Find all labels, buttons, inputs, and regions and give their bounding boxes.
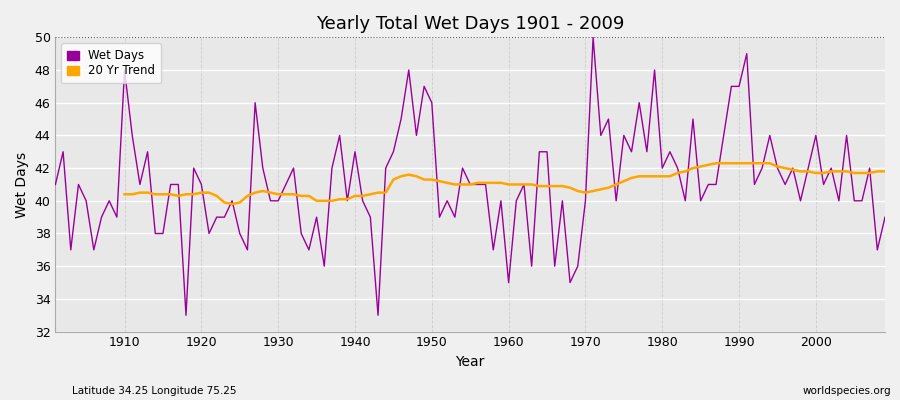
20 Yr Trend: [518, 182, 529, 187]
Wet Days: [181, 313, 192, 318]
Wet Days: [879, 215, 890, 220]
20 Yr Trend: [227, 202, 238, 206]
Wet Days: [50, 182, 61, 187]
Text: worldspecies.org: worldspecies.org: [803, 386, 891, 396]
20 Yr Trend: [711, 161, 722, 166]
Wet Days: [503, 280, 514, 285]
Wet Days: [511, 198, 522, 203]
20 Yr Trend: [303, 194, 314, 198]
20 Yr Trend: [857, 171, 868, 176]
Legend: Wet Days, 20 Yr Trend: Wet Days, 20 Yr Trend: [61, 43, 161, 84]
20 Yr Trend: [273, 192, 284, 197]
Y-axis label: Wet Days: Wet Days: [15, 151, 29, 218]
Line: Wet Days: Wet Days: [56, 37, 885, 315]
Wet Days: [288, 166, 299, 170]
X-axis label: Year: Year: [455, 355, 485, 369]
Wet Days: [588, 35, 598, 40]
20 Yr Trend: [879, 169, 890, 174]
Title: Yearly Total Wet Days 1901 - 2009: Yearly Total Wet Days 1901 - 2009: [316, 15, 625, 33]
20 Yr Trend: [119, 192, 130, 197]
Wet Days: [112, 215, 122, 220]
Line: 20 Yr Trend: 20 Yr Trend: [124, 163, 885, 204]
20 Yr Trend: [580, 190, 590, 195]
20 Yr Trend: [833, 169, 844, 174]
Wet Days: [611, 198, 622, 203]
Wet Days: [334, 133, 345, 138]
Text: Latitude 34.25 Longitude 75.25: Latitude 34.25 Longitude 75.25: [72, 386, 237, 396]
